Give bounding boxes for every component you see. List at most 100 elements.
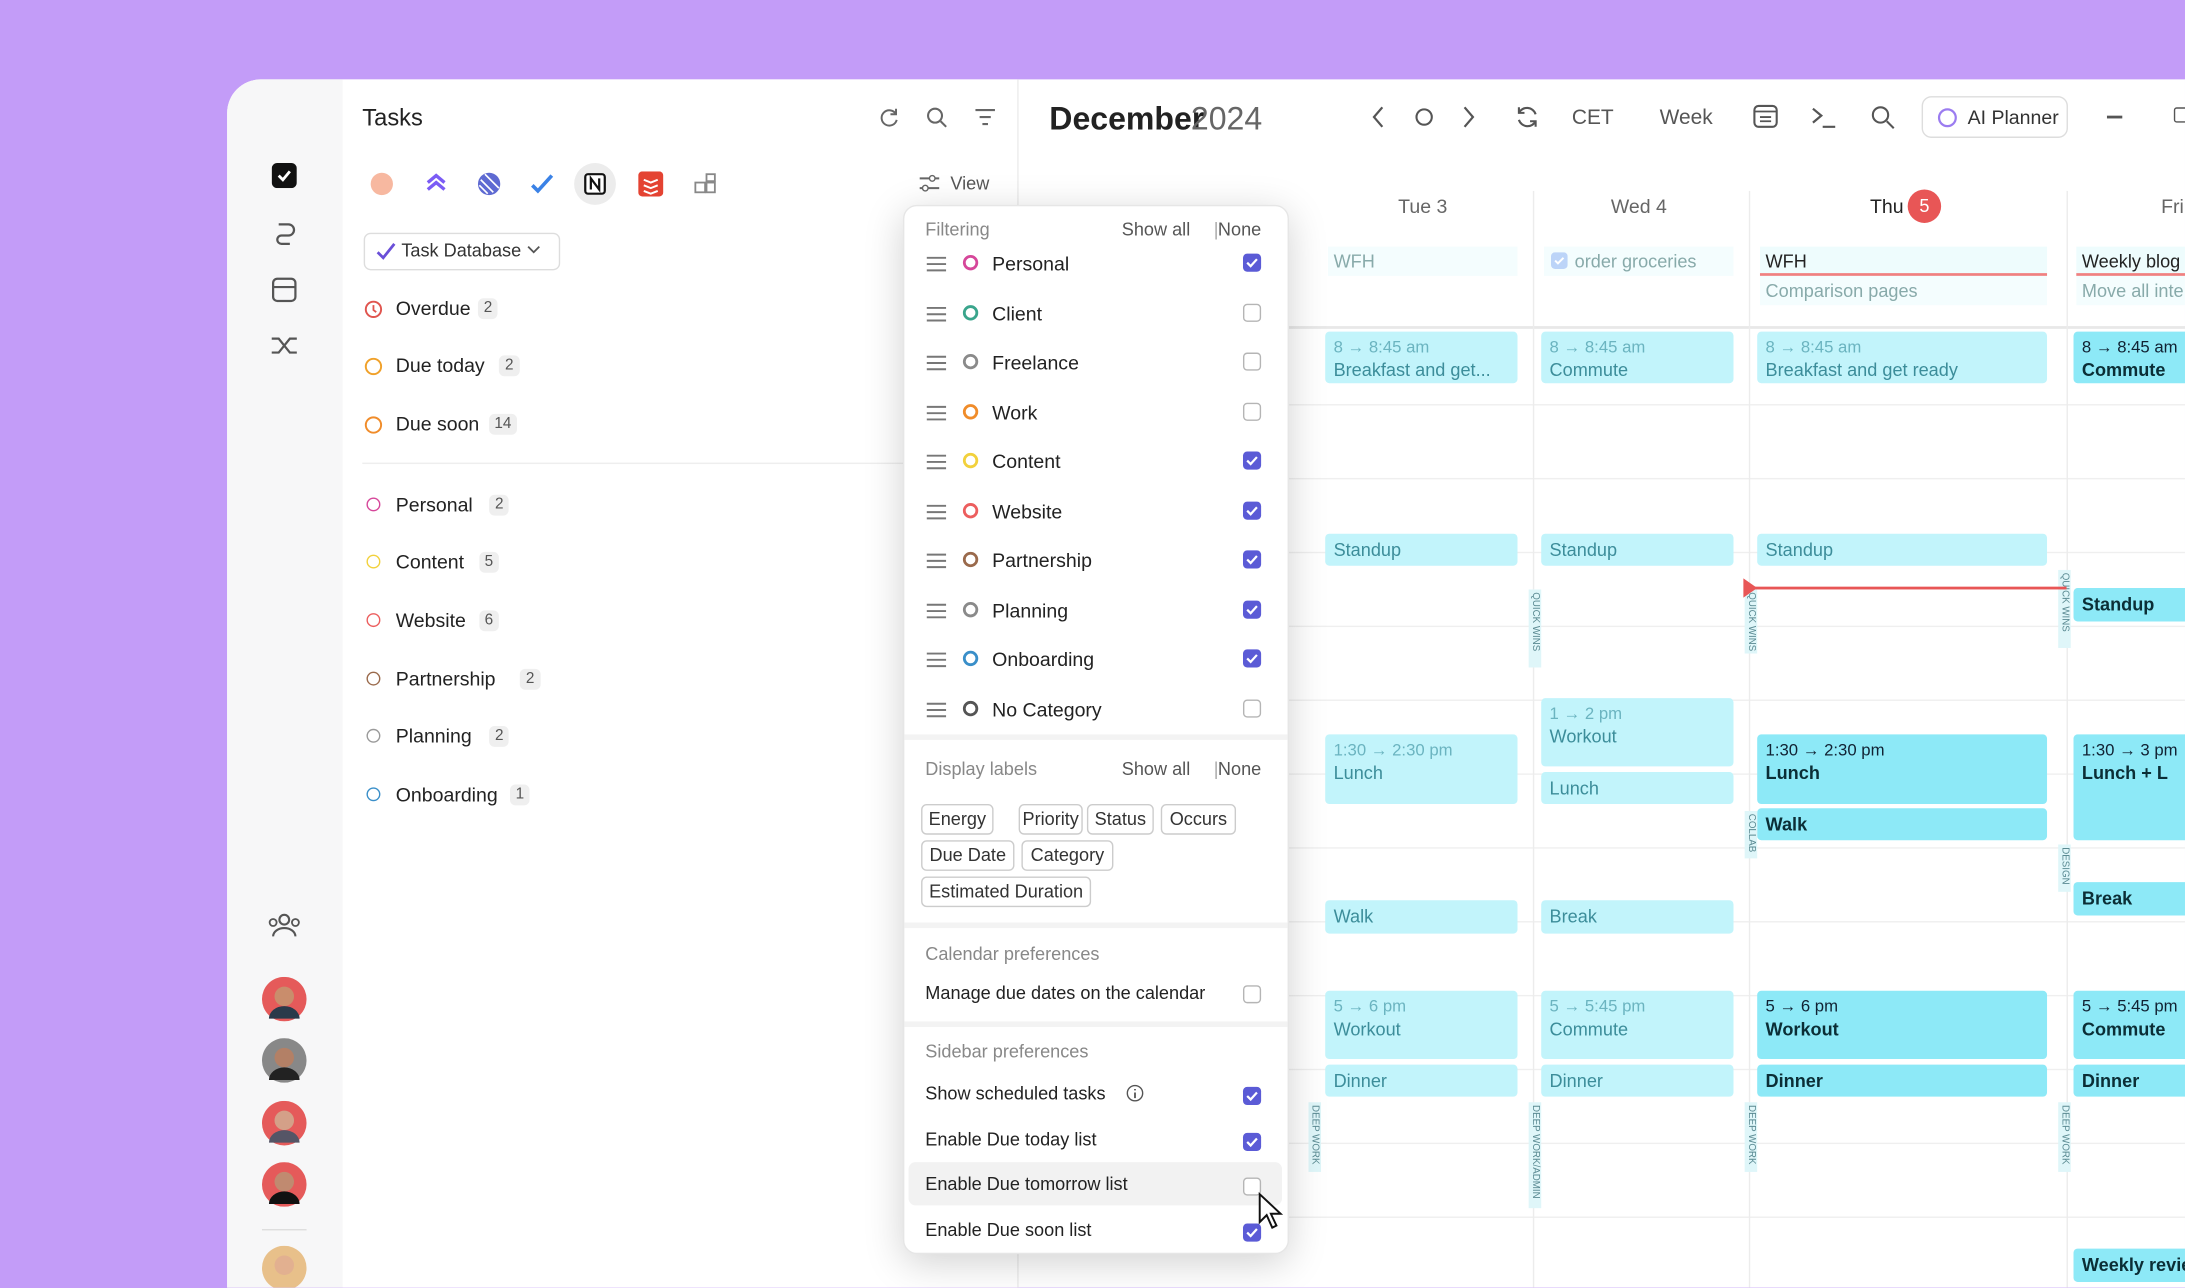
label-chip[interactable]: Category <box>1021 840 1114 871</box>
avatar[interactable] <box>261 1100 307 1146</box>
all-day-event[interactable]: Weekly blog <box>2076 246 2185 276</box>
inbox-icon[interactable] <box>272 277 297 303</box>
window-button[interactable] <box>2173 107 2185 123</box>
option-name[interactable]: Enable Due soon list <box>925 1218 1092 1240</box>
category-name[interactable]: Website <box>992 499 1063 522</box>
event[interactable]: 8 → 8:45 am Breakfast and get... <box>1325 331 1518 384</box>
sync-button[interactable] <box>1515 105 1540 130</box>
event[interactable]: 1:30 → 2:30 pm Lunch <box>1325 734 1518 805</box>
app-icon[interactable] <box>693 171 718 196</box>
none-button[interactable]: None <box>1217 218 1262 240</box>
event[interactable]: 1:30 → 2:30 pm Lunch <box>1757 734 2048 805</box>
category-name[interactable]: Partnership <box>992 549 1092 572</box>
checkbox[interactable] <box>1242 698 1262 717</box>
option-name[interactable]: Enable Due today list <box>925 1128 1097 1149</box>
event[interactable]: 8 → 8:45 am Breakfast and get ready <box>1757 331 2048 384</box>
category-name[interactable]: No Category <box>992 697 1102 720</box>
ai-planner-label[interactable]: AI Planner <box>1967 105 2059 129</box>
list-name[interactable]: Personal <box>395 493 473 516</box>
category-name[interactable]: Work <box>992 400 1038 423</box>
event[interactable]: Dinner <box>1541 1064 1734 1097</box>
checkbox[interactable] <box>1242 599 1262 619</box>
prev-button[interactable] <box>1370 105 1387 130</box>
category-name[interactable]: Freelance <box>992 351 1079 374</box>
event[interactable]: Walk <box>1325 900 1518 934</box>
event[interactable]: 5 → 6 pm Workout <box>1325 990 1518 1060</box>
event[interactable]: Dinner <box>2073 1064 2185 1097</box>
database-button[interactable] <box>363 232 561 271</box>
avatar[interactable] <box>261 976 307 1022</box>
list-name[interactable]: Partnership <box>395 667 496 690</box>
shuffle-icon[interactable] <box>270 333 298 358</box>
event[interactable]: Standup <box>2073 588 2185 622</box>
option-name[interactable]: Show scheduled tasks <box>925 1082 1106 1104</box>
all-day-event[interactable]: Move all inte <box>2076 275 2185 306</box>
checkbox[interactable] <box>1242 649 1262 668</box>
tasks-icon[interactable] <box>271 163 297 189</box>
category-name[interactable]: Personal <box>992 252 1070 275</box>
list-name[interactable]: Planning <box>395 724 472 747</box>
event[interactable]: 5 → 5:45 pm Commute <box>1541 990 1734 1060</box>
list-name[interactable]: Website <box>395 608 466 632</box>
range-button[interactable]: Week <box>1659 105 1713 130</box>
checkbox[interactable] <box>1242 1132 1262 1151</box>
links-icon[interactable] <box>270 219 298 247</box>
checkbox[interactable] <box>1242 1177 1262 1196</box>
next-button[interactable] <box>1460 105 1477 130</box>
checkbox[interactable] <box>1242 253 1262 272</box>
event[interactable]: Standup <box>1325 533 1518 566</box>
calendar-button[interactable] <box>1753 103 1778 128</box>
checkbox[interactable] <box>1242 500 1262 520</box>
event[interactable]: Break <box>2073 882 2185 916</box>
all-day-event[interactable]: WFH <box>1759 246 2048 276</box>
event[interactable]: Standup <box>1541 533 1734 566</box>
option-name[interactable]: Manage due dates on the calendar <box>925 982 1206 1004</box>
smart-list-name[interactable]: Due today <box>395 353 485 377</box>
label-chip[interactable]: Priority <box>1018 804 1083 835</box>
app-icon[interactable] <box>584 173 606 195</box>
label-chip[interactable]: Estimated Duration <box>921 876 1092 908</box>
view-button[interactable]: View <box>950 172 990 194</box>
checkbox[interactable] <box>1242 550 1262 569</box>
category-name[interactable]: Planning <box>992 598 1069 621</box>
event[interactable]: Break <box>1541 900 1734 934</box>
checkbox[interactable] <box>1242 303 1262 322</box>
avatar[interactable] <box>261 1245 307 1288</box>
event[interactable]: Dinner <box>1325 1064 1518 1097</box>
database-label[interactable]: Task Database <box>401 239 522 261</box>
search-icon[interactable] <box>925 106 947 128</box>
checkbox[interactable] <box>1242 402 1262 421</box>
label-chip[interactable]: Energy <box>921 804 994 835</box>
ai-planner-button[interactable] <box>1921 96 2068 138</box>
app-icon[interactable] <box>638 171 664 197</box>
filter-icon[interactable] <box>974 107 996 127</box>
app-icon[interactable] <box>530 171 555 196</box>
timezone-button[interactable]: CET <box>1571 105 1614 130</box>
option-name[interactable]: Enable Due tomorrow list <box>925 1173 1128 1195</box>
category-name[interactable]: Onboarding <box>992 647 1095 671</box>
none-button[interactable]: None <box>1217 758 1262 779</box>
event[interactable]: 1 → 2 pm Workout <box>1541 698 1734 767</box>
app-icon[interactable] <box>477 171 502 196</box>
app-icon[interactable] <box>369 171 394 196</box>
command-button[interactable] <box>1810 105 1838 130</box>
checkbox[interactable] <box>1242 1222 1262 1241</box>
checkbox[interactable] <box>1242 985 1262 1004</box>
event[interactable]: 1:30 → 3 pm Lunch + L <box>2073 734 2185 841</box>
event[interactable]: 8 → 8:45 am Commute <box>2073 331 2185 384</box>
app-icon[interactable] <box>424 171 449 196</box>
event[interactable]: Weekly revie <box>2073 1248 2185 1283</box>
label-chip[interactable]: Status <box>1086 804 1154 835</box>
checkbox[interactable] <box>1242 1086 1262 1106</box>
checkbox[interactable] <box>1242 352 1262 371</box>
event[interactable]: Lunch <box>1541 771 1734 805</box>
search-button[interactable] <box>1870 105 1895 130</box>
show-all-button[interactable]: Show all <box>1121 758 1191 779</box>
show-all-button[interactable]: Show all <box>1121 218 1191 240</box>
event[interactable]: Standup <box>1757 533 2048 566</box>
team-icon[interactable] <box>268 913 301 938</box>
label-chip[interactable]: Occurs <box>1160 804 1237 835</box>
smart-list-name[interactable]: Overdue <box>395 296 471 320</box>
avatar[interactable] <box>261 1162 307 1207</box>
category-name[interactable]: Content <box>992 450 1061 473</box>
